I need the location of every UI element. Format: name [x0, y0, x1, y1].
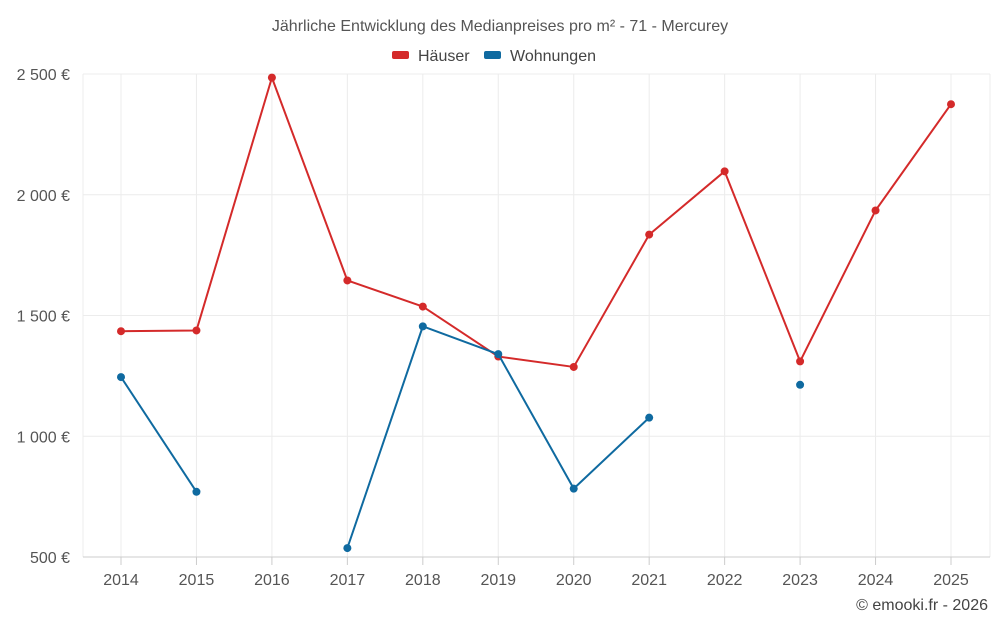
data-point-haeuser-2016[interactable]: [267, 73, 276, 82]
data-point-haeuser-2015[interactable]: [192, 326, 201, 335]
data-point-haeuser-2022[interactable]: [720, 167, 729, 176]
data-point-wohnungen-2019[interactable]: [494, 350, 503, 359]
x-axis-tick-labels: 2014 2015 2016 2017 2018 2019 2020 2021 2022 2023…: [103, 572, 969, 589]
x-tick-label: 2020: [556, 572, 592, 589]
data-point-haeuser-2023[interactable]: [796, 357, 805, 366]
y-tick-label: 500 €: [30, 550, 70, 567]
data-point-haeuser-2018[interactable]: [418, 302, 427, 311]
y-tick-label: 2 500 €: [17, 67, 70, 84]
data-point-wohnungen-2018[interactable]: [418, 322, 427, 331]
series-wohnungen: [117, 322, 805, 553]
x-tick-label: 2025: [933, 572, 969, 589]
x-tick-label: 2022: [707, 572, 743, 589]
x-tick-label: 2016: [254, 572, 290, 589]
credit-text: © emooki.fr - 2026: [856, 597, 988, 614]
legend-swatch-haeuser: [392, 51, 409, 59]
legend-label-haeuser[interactable]: Häuser: [418, 48, 470, 65]
y-tick-label: 1 000 €: [17, 429, 70, 446]
x-gridlines: [82, 74, 991, 565]
data-point-haeuser-2020[interactable]: [569, 362, 578, 371]
y-tick-label: 2 000 €: [17, 188, 70, 205]
data-point-wohnungen-2021[interactable]: [645, 413, 654, 422]
data-point-wohnungen-2017[interactable]: [343, 544, 352, 553]
x-tick-label: 2018: [405, 572, 441, 589]
legend-label-wohnungen[interactable]: Wohnungen: [510, 48, 596, 65]
series-layer: [117, 73, 955, 553]
chart-title: Jährliche Entwicklung des Medianpreises …: [272, 18, 728, 35]
y-gridlines: [83, 73, 990, 437]
series-haeuser: [117, 73, 955, 371]
x-tick-label: 2014: [103, 572, 139, 589]
x-tick-label: 2024: [858, 572, 894, 589]
data-point-wohnungen-2015[interactable]: [192, 487, 201, 496]
x-tick-label: 2021: [631, 572, 667, 589]
data-point-wohnungen-2014[interactable]: [117, 373, 125, 382]
data-point-haeuser-2024[interactable]: [871, 206, 880, 215]
x-tick-label: 2019: [480, 572, 516, 589]
data-point-haeuser-2014[interactable]: [117, 327, 125, 336]
series-line-wohnungen: [120, 376, 198, 493]
legend-swatch-wohnungen: [484, 51, 501, 59]
y-tick-label: 1 500 €: [17, 309, 70, 326]
data-point-wohnungen-2020[interactable]: [569, 484, 578, 493]
data-point-haeuser-2017[interactable]: [343, 276, 352, 285]
y-axis-tick-labels: 500 € 1 000 € 1 500 € 2 000 € 2 500 €: [17, 67, 70, 567]
data-point-haeuser-2025[interactable]: [947, 100, 955, 109]
data-point-wohnungen-2023[interactable]: [796, 380, 805, 389]
data-point-haeuser-2021[interactable]: [645, 230, 654, 239]
x-tick-label: 2015: [179, 572, 215, 589]
x-tick-label: 2023: [782, 572, 818, 589]
x-tick-label: 2017: [330, 572, 366, 589]
series-line-haeuser: [120, 76, 952, 368]
legend: Häuser Wohnungen: [392, 48, 596, 65]
